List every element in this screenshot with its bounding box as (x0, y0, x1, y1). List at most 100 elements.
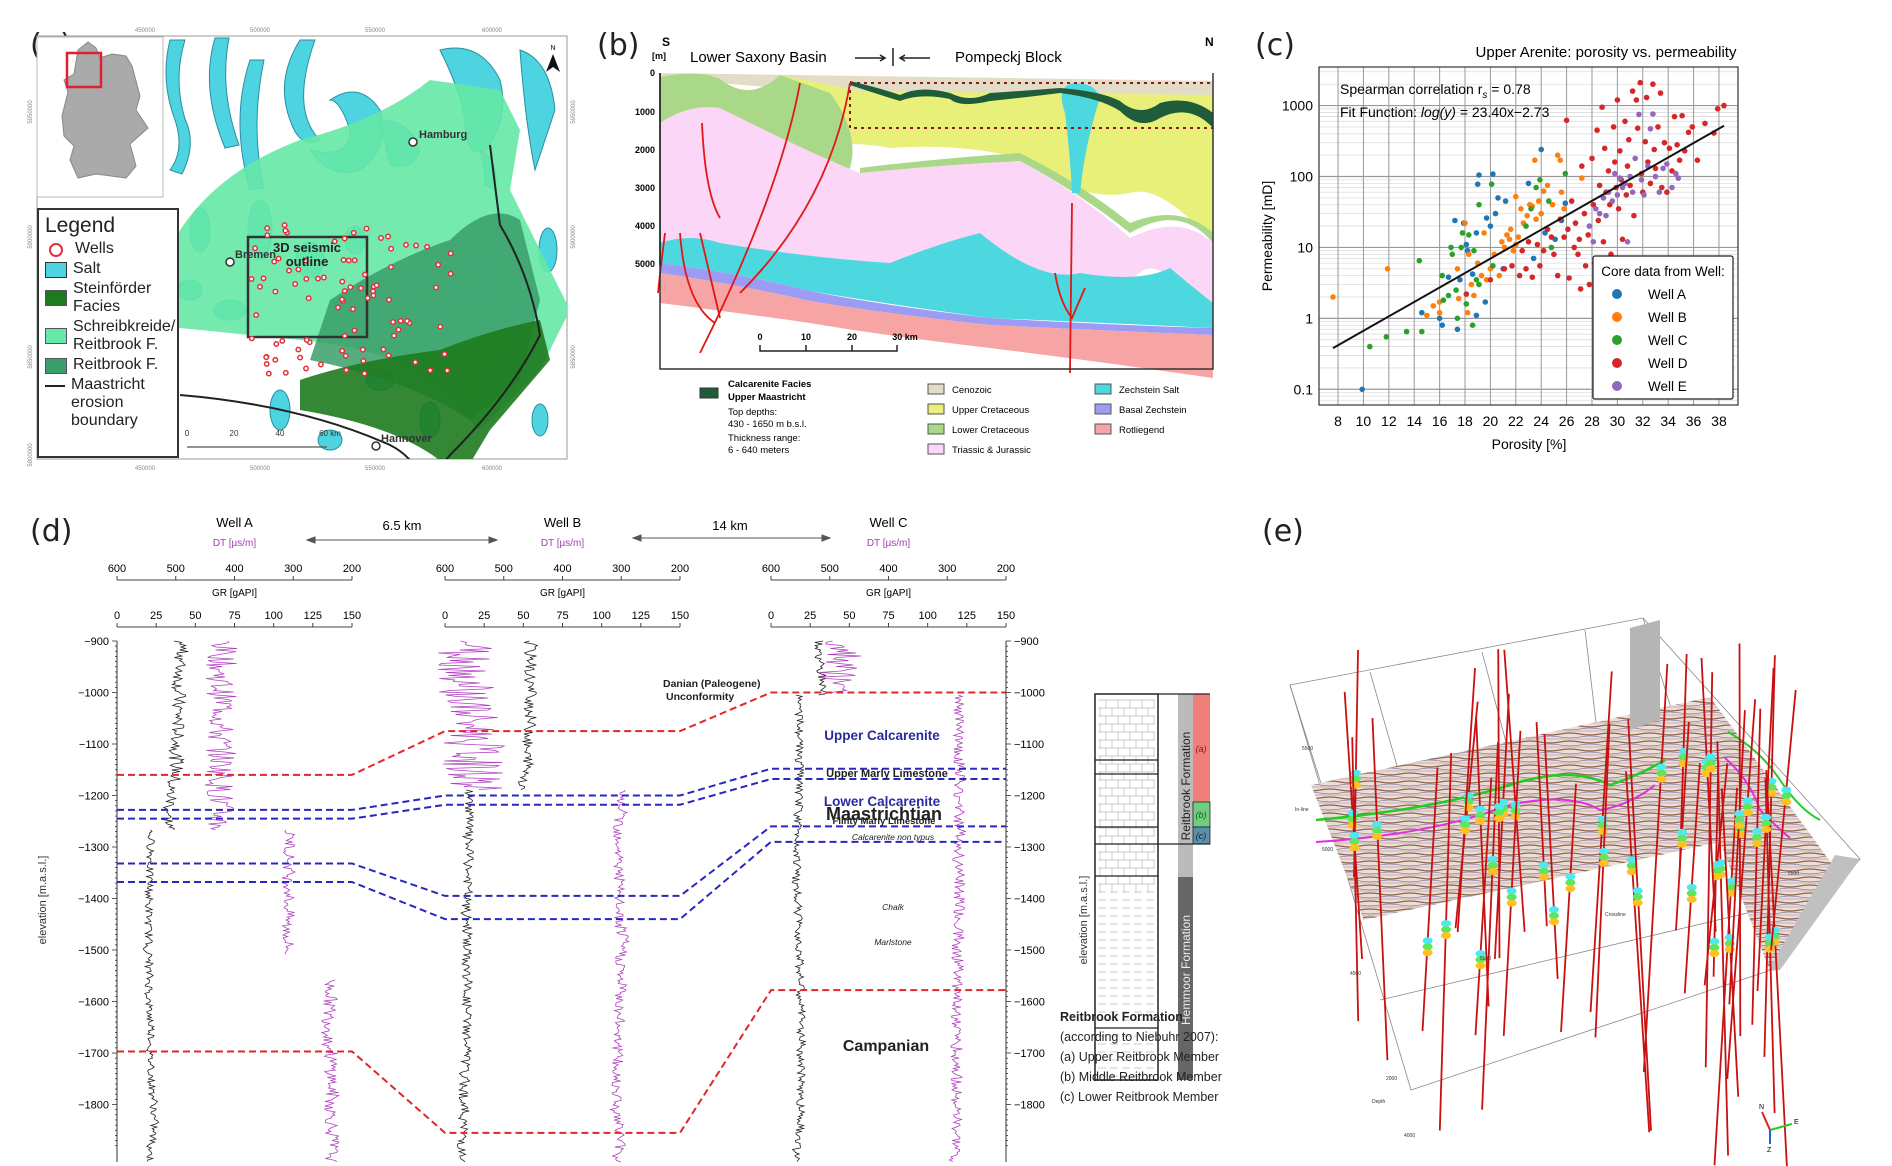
data-point-well-e (1673, 170, 1679, 177)
data-point-well-d (1516, 272, 1523, 279)
x-tick-label: 28 (1584, 413, 1600, 429)
distance-bc: 14 km (712, 518, 747, 533)
thickness-label: Thickness range: (728, 433, 800, 444)
section-scale-tick: 10 (801, 332, 811, 342)
data-point-well-e (1638, 177, 1645, 183)
well-marker (403, 241, 409, 248)
dt-log-well-c (819, 640, 862, 696)
well-marker (386, 296, 392, 303)
reitbrook-note-line: (a) Upper Reitbrook Member (1060, 1050, 1219, 1064)
well-marker (295, 346, 302, 353)
legend-swatch (927, 383, 945, 395)
well-marker (264, 225, 271, 232)
dt-tick: 500 (821, 563, 839, 575)
data-point-well-d (1568, 198, 1575, 204)
member-c-label: (c) (1196, 831, 1207, 841)
well-trajectory (1589, 671, 1613, 1013)
data-point-well-c (1445, 292, 1452, 299)
data-point-well-c (1458, 244, 1464, 251)
formation-top-marker (1475, 817, 1486, 825)
map-left-tick: 5800000 (28, 443, 34, 467)
formation-top-marker (1422, 937, 1433, 945)
gr-tick: 150 (343, 610, 361, 622)
layer-calcarenite (850, 81, 1213, 128)
gr-tick: 150 (671, 610, 689, 622)
data-point-well-d (1537, 263, 1543, 269)
well-marker (302, 257, 309, 264)
layer-triassic-jurassic (660, 107, 1213, 323)
formation-top-marker (1372, 826, 1383, 834)
formation-top-marker (1686, 895, 1697, 903)
formation-top-marker (1764, 945, 1775, 953)
data-point-well-a (1473, 230, 1480, 236)
hemmoor-formation-bar (1178, 877, 1193, 1080)
data-point-well-b (1496, 272, 1503, 279)
data-point-well-b (1524, 212, 1530, 219)
data-point-well-c (1476, 201, 1482, 208)
data-point-well-c (1488, 181, 1495, 187)
well-marker (341, 235, 348, 242)
well-marker (282, 227, 289, 234)
data-point-well-d (1612, 159, 1618, 165)
city-hannover: Hannover (381, 433, 432, 445)
x-tick-label: 36 (1686, 413, 1702, 429)
elevation-tick: −1200 (78, 791, 109, 803)
steinforder-swatch (45, 290, 67, 306)
formation-top-marker (1766, 777, 1777, 785)
gr-tick: 50 (517, 610, 529, 622)
gr-tick: 25 (478, 610, 490, 622)
cross-section-panel-b: [m] S N Lower Saxony Basin Pompeckj Bloc… (635, 35, 1214, 456)
data-point-well-d (1576, 236, 1583, 243)
well-trajectory (1543, 734, 1559, 979)
data-point-well-b (1499, 239, 1505, 245)
data-point-well-c (1523, 223, 1529, 229)
map-scale-tick: 20 (230, 429, 239, 438)
well-marker (385, 352, 392, 359)
well-marker (275, 255, 282, 262)
map-left-tick: 5850000 (28, 345, 34, 369)
city-hamburg-marker (408, 137, 418, 147)
formation-top-marker (1677, 834, 1688, 842)
data-point-well-b (1471, 292, 1477, 299)
x-tick-label: 26 (1559, 413, 1575, 429)
dt-tick: 600 (108, 563, 126, 575)
data-point-well-d (1563, 117, 1570, 124)
formation-top-marker (1677, 828, 1688, 836)
wells-markers (248, 222, 454, 377)
data-point-well-d (1623, 192, 1630, 198)
legend-swatch (927, 423, 945, 435)
well-trajectory (1625, 771, 1651, 1133)
formation-top-marker (1761, 819, 1772, 827)
data-point-well-d (1586, 281, 1593, 288)
formation-top-marker (1506, 899, 1517, 907)
data-point-well-d (1595, 217, 1602, 224)
y-tick-label: 1 (1305, 310, 1313, 326)
city-bremen: Bremen (235, 249, 276, 261)
map-right-tick: 5950000 (571, 100, 577, 124)
data-point-well-d (1577, 286, 1584, 292)
gr-axis-label: GR [gAPI] (540, 588, 585, 599)
gr-tick: 125 (304, 610, 322, 622)
data-point-well-b (1549, 201, 1556, 208)
data-point-well-d (1540, 247, 1547, 254)
data-point-well-b (1424, 312, 1430, 319)
formation-top-marker (1705, 765, 1716, 773)
well-name: Well A (216, 515, 253, 530)
data-point-well-d (1661, 139, 1668, 146)
data-point-well-d (1666, 145, 1673, 152)
well-marker (404, 318, 410, 324)
data-point-well-d (1551, 251, 1557, 258)
legend-entry: Well E (1648, 379, 1687, 394)
compass-e: E (1794, 1119, 1799, 1126)
well-marker (279, 337, 286, 344)
formation-top-marker (1441, 932, 1452, 940)
map-left-tick: 5950000 (28, 100, 34, 124)
well-trajectory (1765, 769, 1788, 1166)
layer-zechstein-salt (660, 233, 1213, 328)
data-point-well-b (1540, 188, 1547, 194)
data-point-well-d (1601, 145, 1608, 152)
data-point-well-d (1523, 266, 1529, 272)
panel-label-c: (c) (1255, 28, 1295, 63)
legend-label: Lower Cretaceous (952, 425, 1029, 436)
data-point-well-d (1674, 142, 1680, 148)
